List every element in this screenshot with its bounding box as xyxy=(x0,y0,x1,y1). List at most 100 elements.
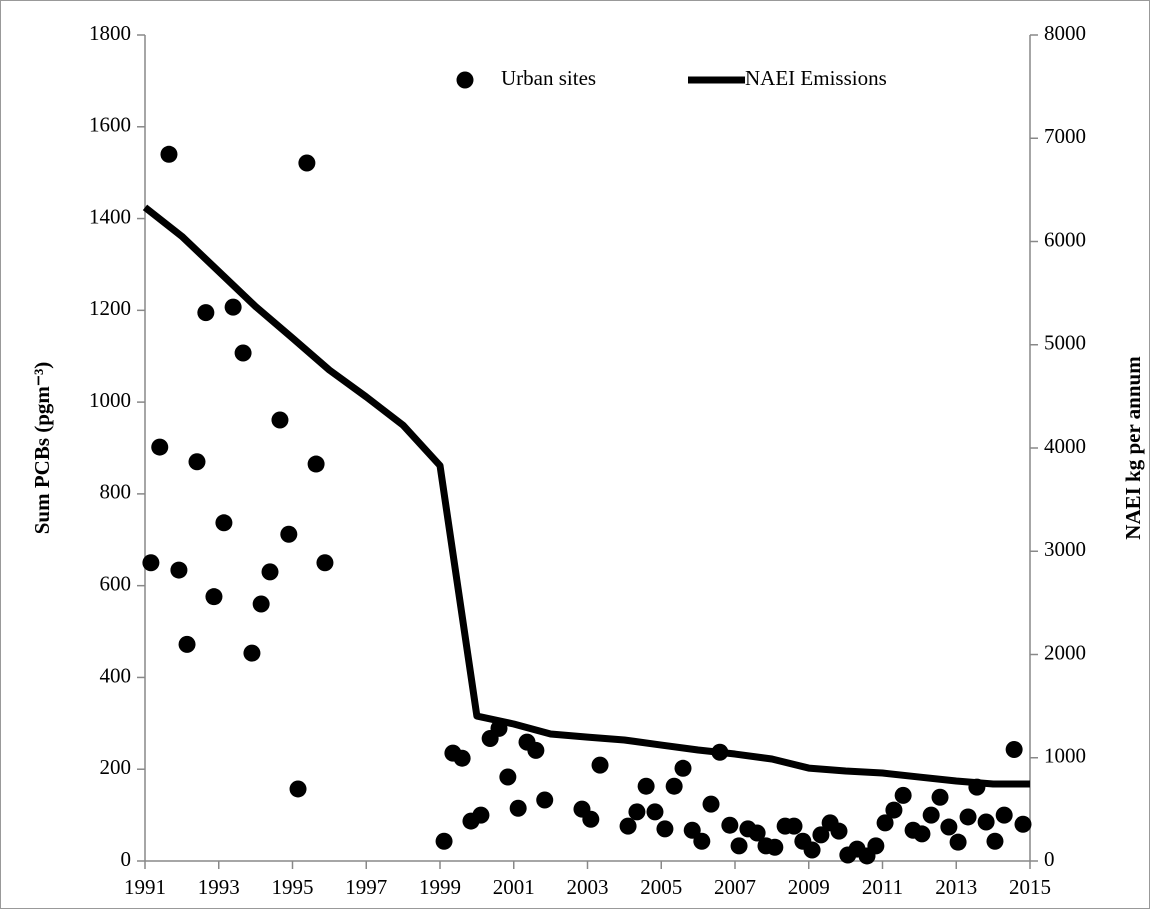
point xyxy=(205,588,223,606)
point xyxy=(830,822,848,840)
point xyxy=(215,514,233,532)
point xyxy=(591,756,609,774)
point xyxy=(234,344,252,362)
point xyxy=(472,806,490,824)
point xyxy=(959,808,977,826)
point xyxy=(316,554,334,572)
point xyxy=(637,777,655,795)
x-tick-label: 1999 xyxy=(419,875,461,899)
point xyxy=(1005,740,1023,758)
x-tick-label: 2011 xyxy=(862,875,903,899)
y-tick-label: 1800 xyxy=(89,21,131,45)
point xyxy=(224,298,242,316)
line xyxy=(142,204,1030,788)
point xyxy=(665,777,683,795)
y2-tick-label: 4000 xyxy=(1044,434,1086,458)
y-tick-label: 200 xyxy=(100,755,132,779)
point xyxy=(619,817,637,835)
point xyxy=(628,803,646,821)
point xyxy=(812,826,830,844)
point xyxy=(646,803,664,821)
y2-tick-label: 7000 xyxy=(1044,124,1086,148)
point xyxy=(188,453,206,471)
y-axis-title: Sum PCBs (pgm⁻³) xyxy=(30,362,54,535)
point xyxy=(536,791,554,809)
y2-tick-label: 0 xyxy=(1044,847,1055,871)
point xyxy=(178,635,196,653)
point xyxy=(509,799,527,817)
x-tick-label: 1995 xyxy=(272,875,314,899)
x-tick-label: 1997 xyxy=(345,875,387,899)
point xyxy=(307,455,325,473)
point xyxy=(949,833,967,851)
point xyxy=(885,801,903,819)
y-tick-label: 0 xyxy=(121,847,132,871)
point xyxy=(280,525,298,543)
point xyxy=(298,154,316,172)
point xyxy=(913,825,931,843)
y2-tick-label: 6000 xyxy=(1044,227,1086,251)
point xyxy=(683,821,701,839)
legend-label: Urban sites xyxy=(501,66,596,90)
x-tick-label: 2013 xyxy=(935,875,977,899)
legend-label: NAEI Emissions xyxy=(745,66,887,90)
point xyxy=(582,810,600,828)
x-tick-label: 1993 xyxy=(198,875,240,899)
point xyxy=(142,554,160,572)
point xyxy=(730,837,748,855)
point xyxy=(170,561,188,579)
point xyxy=(721,816,739,834)
point xyxy=(876,814,894,832)
y2-tick-label: 5000 xyxy=(1044,331,1086,355)
point xyxy=(986,832,1004,850)
point xyxy=(931,788,949,806)
point xyxy=(151,438,169,456)
y-tick-label: 1200 xyxy=(89,296,131,320)
x-tick-label: 2015 xyxy=(1009,875,1051,899)
y-tick-label: 400 xyxy=(100,663,132,687)
y-tick-label: 1600 xyxy=(89,113,131,137)
point xyxy=(289,780,307,798)
x-tick-label: 2009 xyxy=(788,875,830,899)
point xyxy=(453,749,471,767)
x-tick-label: 2003 xyxy=(567,875,609,899)
y2-tick-label: 1000 xyxy=(1044,744,1086,768)
point xyxy=(674,759,692,777)
point xyxy=(527,741,545,759)
point xyxy=(435,832,453,850)
x-tick-label: 2007 xyxy=(714,875,756,899)
x-tick-label: 2005 xyxy=(640,875,682,899)
y-tick-label: 600 xyxy=(100,571,132,595)
point xyxy=(702,795,720,813)
point xyxy=(252,595,270,613)
point xyxy=(995,806,1013,824)
point xyxy=(271,411,289,429)
y2-tick-label: 3000 xyxy=(1044,537,1086,561)
point xyxy=(160,145,178,163)
point xyxy=(894,786,912,804)
point xyxy=(803,841,821,859)
point xyxy=(940,818,958,836)
legend-marker xyxy=(456,71,474,89)
y2-tick-label: 2000 xyxy=(1044,640,1086,664)
point xyxy=(1014,815,1032,833)
point xyxy=(748,824,766,842)
point xyxy=(922,806,940,824)
point xyxy=(785,817,803,835)
point xyxy=(499,768,517,786)
point xyxy=(656,820,674,838)
y2-tick-label: 8000 xyxy=(1044,21,1086,45)
x-tick-label: 2001 xyxy=(493,875,535,899)
point xyxy=(261,563,279,581)
y-tick-label: 800 xyxy=(100,480,132,504)
point xyxy=(977,813,995,831)
y2-axis-title: NAEI kg per annum xyxy=(1121,356,1145,540)
y-tick-label: 1400 xyxy=(89,204,131,228)
point xyxy=(693,832,711,850)
y-tick-label: 1000 xyxy=(89,388,131,412)
point xyxy=(867,837,885,855)
point xyxy=(197,304,215,322)
